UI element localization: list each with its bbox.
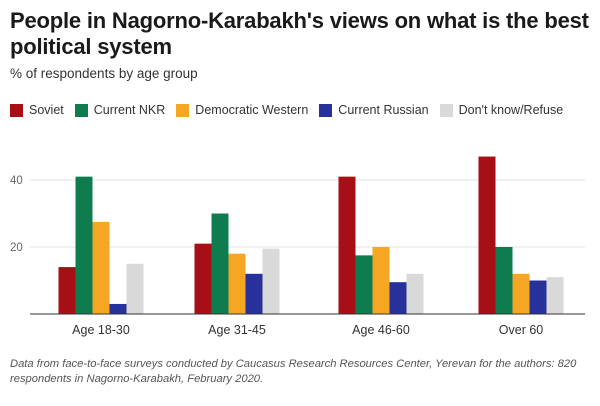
- legend-swatch: [319, 103, 333, 117]
- bar: [355, 255, 373, 314]
- bar: [262, 248, 280, 314]
- bar: [75, 176, 93, 314]
- bar: [389, 282, 407, 314]
- legend-item: Democratic Western: [176, 103, 308, 117]
- source-note: Data from face-to-face surveys conducted…: [10, 358, 577, 385]
- bar: [245, 273, 263, 314]
- legend-label: Democratic Western: [195, 103, 309, 117]
- chart-subtitle: % of respondents by age group: [10, 66, 198, 81]
- bar: [512, 273, 530, 314]
- bar: [126, 263, 144, 314]
- legend-label: Don't know/Refuse: [458, 103, 564, 117]
- bar: [211, 213, 229, 314]
- legend-item: Don't know/Refuse: [439, 103, 564, 117]
- x-category-label: Over 60: [499, 323, 544, 337]
- bar: [478, 156, 496, 314]
- x-category-label: Age 18-30: [72, 323, 130, 337]
- bar: [406, 273, 424, 314]
- x-category-label: Age 46-60: [352, 323, 410, 337]
- x-category-label: Age 31-45: [208, 323, 266, 337]
- legend-swatch: [10, 103, 23, 117]
- legend-item: Soviet: [10, 103, 64, 117]
- legend-swatch: [74, 103, 88, 117]
- bar: [92, 221, 110, 314]
- y-tick-label: 40: [10, 175, 23, 187]
- chart-title: People in Nagorno-Karabakh's views on wh…: [10, 8, 589, 59]
- bar: [338, 176, 356, 314]
- bar: [58, 267, 76, 314]
- legend-swatch: [439, 103, 453, 117]
- bar: [546, 277, 564, 314]
- legend-label: Current NKR: [93, 103, 166, 117]
- legend: Soviet Current NKR Democratic Western Curre…: [10, 102, 574, 118]
- legend-label: Current Russian: [338, 103, 429, 117]
- legend-label: Soviet: [29, 103, 64, 117]
- bar: [529, 280, 547, 314]
- x-axis-category-labels: Age 18-30 Age 31-45 Age 46-60 Over 60: [72, 323, 543, 337]
- legend-item: Current NKR: [74, 103, 166, 117]
- y-tick-label: 20: [10, 242, 23, 254]
- bar: [372, 247, 390, 314]
- bars: [58, 156, 564, 314]
- bar: [109, 303, 127, 314]
- bar: [495, 247, 513, 314]
- legend-swatch: [176, 103, 190, 117]
- legend-item: Current Russian: [319, 103, 429, 117]
- bar: [194, 243, 212, 314]
- gridlines: [30, 179, 585, 248]
- bar: [228, 253, 246, 314]
